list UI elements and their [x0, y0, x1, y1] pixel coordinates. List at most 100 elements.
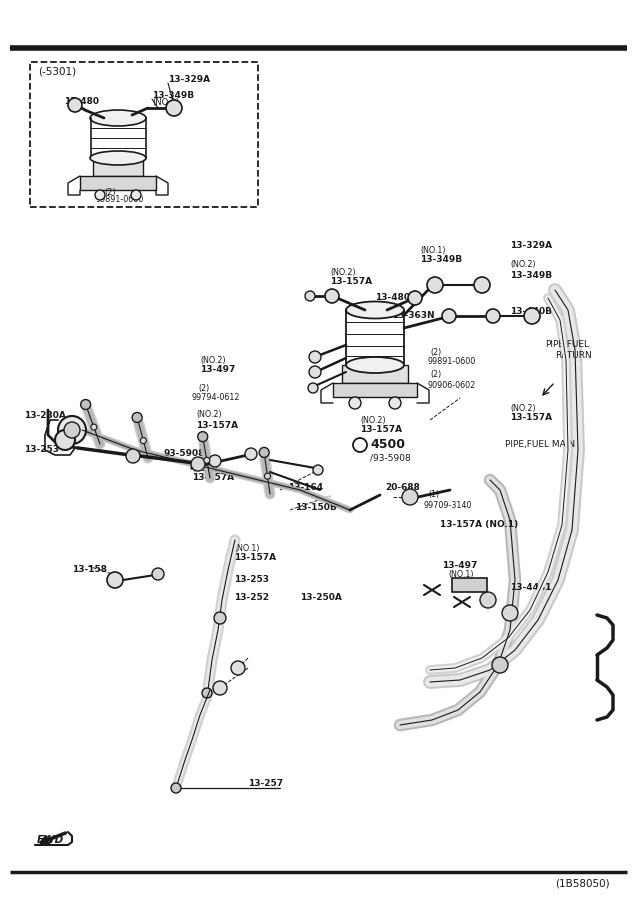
Text: 13-257: 13-257 — [248, 778, 283, 788]
Ellipse shape — [346, 357, 404, 373]
Text: (NO.2): (NO.2) — [196, 410, 222, 419]
Text: (NO.1): (NO.1) — [234, 544, 259, 553]
Text: (2): (2) — [104, 187, 116, 196]
Text: (NO.2): (NO.2) — [510, 403, 536, 412]
Text: 13-157A: 13-157A — [510, 413, 552, 422]
Circle shape — [264, 473, 271, 479]
Text: 13-164: 13-164 — [288, 482, 323, 491]
Text: 13-157A (NO.1): 13-157A (NO.1) — [440, 520, 519, 529]
Bar — [452, 578, 487, 592]
Circle shape — [402, 489, 418, 505]
Circle shape — [91, 424, 97, 430]
Text: FWD: FWD — [36, 835, 64, 845]
Text: (NO.1): (NO.1) — [448, 571, 473, 580]
Text: 20-688: 20-688 — [385, 483, 420, 492]
Text: (NO.2): (NO.2) — [510, 260, 536, 269]
Circle shape — [213, 681, 227, 695]
Text: 13-440B: 13-440B — [510, 308, 552, 317]
Text: 13-252: 13-252 — [234, 593, 269, 602]
Circle shape — [408, 291, 422, 305]
Circle shape — [204, 457, 210, 464]
Ellipse shape — [90, 151, 146, 165]
Circle shape — [64, 422, 80, 438]
Text: 99794-0612: 99794-0612 — [192, 392, 241, 401]
Text: 13-150B: 13-150B — [295, 502, 337, 511]
Text: (2): (2) — [430, 371, 441, 380]
Text: (1B58050): (1B58050) — [555, 878, 610, 888]
Circle shape — [474, 277, 490, 293]
Text: 13-329A: 13-329A — [168, 76, 210, 85]
Circle shape — [309, 366, 321, 378]
Circle shape — [308, 383, 318, 393]
Circle shape — [166, 100, 182, 116]
Text: (NO.2): (NO.2) — [330, 267, 355, 276]
Circle shape — [202, 688, 212, 698]
Text: 13-158: 13-158 — [72, 565, 107, 574]
Text: 13-480: 13-480 — [64, 97, 99, 106]
Text: PIPE,FUEL: PIPE,FUEL — [545, 340, 589, 349]
Circle shape — [126, 449, 140, 463]
Text: /93-5908: /93-5908 — [370, 454, 411, 463]
Text: PIPE,FUEL MAIN: PIPE,FUEL MAIN — [505, 440, 575, 449]
Text: 99891-0600: 99891-0600 — [95, 195, 143, 204]
Circle shape — [231, 661, 245, 675]
Circle shape — [259, 447, 269, 457]
Text: 93-5908: 93-5908 — [164, 448, 205, 457]
Circle shape — [325, 289, 339, 303]
Circle shape — [191, 457, 205, 471]
Text: 90906-0602: 90906-0602 — [428, 381, 476, 390]
Circle shape — [427, 277, 443, 293]
Text: (1): (1) — [428, 491, 439, 500]
Bar — [80, 176, 156, 190]
Circle shape — [480, 592, 496, 608]
Text: (NO.2): (NO.2) — [200, 356, 225, 364]
Circle shape — [389, 397, 401, 409]
Ellipse shape — [346, 302, 404, 319]
Text: 13-349B: 13-349B — [152, 91, 194, 100]
Text: 13-4481: 13-4481 — [510, 583, 552, 592]
Bar — [333, 383, 417, 397]
Text: (2): (2) — [430, 347, 441, 356]
Circle shape — [313, 465, 323, 475]
Circle shape — [152, 568, 164, 580]
Text: (-5301): (-5301) — [38, 67, 76, 77]
Circle shape — [81, 400, 90, 410]
Circle shape — [349, 397, 361, 409]
Text: 13-497: 13-497 — [442, 561, 477, 570]
Circle shape — [68, 98, 82, 112]
Circle shape — [58, 416, 86, 444]
Circle shape — [524, 308, 540, 324]
Text: 13-253: 13-253 — [24, 446, 59, 454]
Circle shape — [209, 455, 221, 467]
Circle shape — [492, 657, 508, 673]
Text: 13-253: 13-253 — [234, 575, 269, 584]
Circle shape — [486, 309, 500, 323]
Text: 13-157A: 13-157A — [330, 277, 372, 286]
Text: 99891-0600: 99891-0600 — [428, 357, 476, 366]
Text: 13-349B: 13-349B — [420, 256, 462, 265]
Text: 13-329A: 13-329A — [510, 240, 552, 249]
Text: 13-497: 13-497 — [200, 365, 236, 374]
Text: 13-280A: 13-280A — [24, 410, 66, 419]
Bar — [30, 62, 258, 207]
Text: (NO.2): (NO.2) — [360, 416, 385, 425]
Text: 13-157A: 13-157A — [192, 473, 234, 482]
Text: 13-363N: 13-363N — [392, 310, 434, 320]
Circle shape — [353, 438, 367, 452]
Text: (NO.2): (NO.2) — [152, 98, 179, 107]
Text: 13-157A: 13-157A — [360, 426, 402, 435]
Bar — [342, 365, 408, 383]
Text: 13-480: 13-480 — [375, 293, 410, 302]
Circle shape — [197, 432, 208, 442]
Text: 99709-3140: 99709-3140 — [424, 500, 473, 509]
Circle shape — [132, 412, 142, 422]
Text: (NO.1): (NO.1) — [420, 246, 445, 255]
Circle shape — [442, 309, 456, 323]
Text: 13-349B: 13-349B — [510, 271, 552, 280]
Text: (NO.2): (NO.2) — [192, 464, 218, 472]
Circle shape — [502, 605, 518, 621]
Text: 13-157A: 13-157A — [196, 420, 238, 429]
Circle shape — [140, 437, 147, 444]
Circle shape — [214, 612, 226, 624]
Circle shape — [107, 572, 123, 588]
